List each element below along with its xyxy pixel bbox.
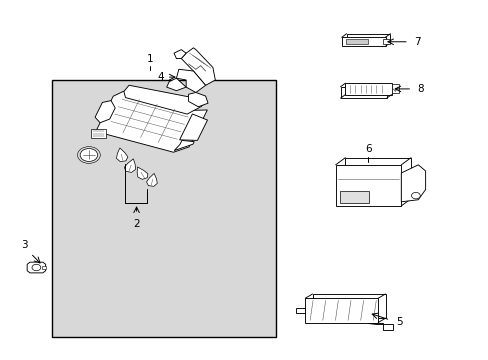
Polygon shape	[166, 78, 186, 91]
Bar	[345, 158, 410, 199]
Text: 8: 8	[416, 84, 423, 94]
Bar	[52, 80, 276, 337]
Text: 3: 3	[21, 240, 28, 249]
Bar	[382, 39, 389, 44]
Polygon shape	[124, 159, 135, 172]
Bar	[340, 87, 386, 98]
Bar	[312, 294, 385, 318]
Bar	[345, 83, 391, 95]
Circle shape	[80, 149, 98, 161]
Polygon shape	[341, 37, 385, 46]
Polygon shape	[176, 69, 205, 93]
Polygon shape	[174, 50, 186, 59]
Bar	[339, 191, 368, 203]
Text: 1: 1	[146, 54, 153, 64]
Bar	[42, 266, 45, 269]
Circle shape	[411, 192, 419, 199]
Polygon shape	[123, 85, 206, 114]
Polygon shape	[179, 114, 207, 140]
Polygon shape	[181, 48, 215, 85]
Polygon shape	[27, 262, 45, 273]
Polygon shape	[174, 140, 194, 150]
Polygon shape	[391, 84, 398, 94]
Polygon shape	[346, 34, 389, 42]
Bar	[305, 298, 377, 323]
Polygon shape	[188, 93, 207, 107]
Polygon shape	[116, 148, 127, 162]
Text: 6: 6	[365, 144, 371, 154]
Text: 4: 4	[157, 72, 164, 82]
Polygon shape	[93, 91, 207, 152]
Polygon shape	[146, 174, 157, 186]
Bar	[335, 165, 401, 206]
Bar	[91, 129, 106, 138]
Polygon shape	[137, 167, 147, 179]
Polygon shape	[345, 39, 367, 44]
Polygon shape	[95, 100, 115, 123]
Circle shape	[32, 264, 41, 271]
Polygon shape	[368, 323, 392, 330]
Polygon shape	[401, 165, 425, 202]
Text: 2: 2	[133, 219, 140, 229]
Text: 5: 5	[395, 317, 402, 327]
Polygon shape	[295, 308, 305, 313]
Text: 7: 7	[413, 37, 420, 47]
